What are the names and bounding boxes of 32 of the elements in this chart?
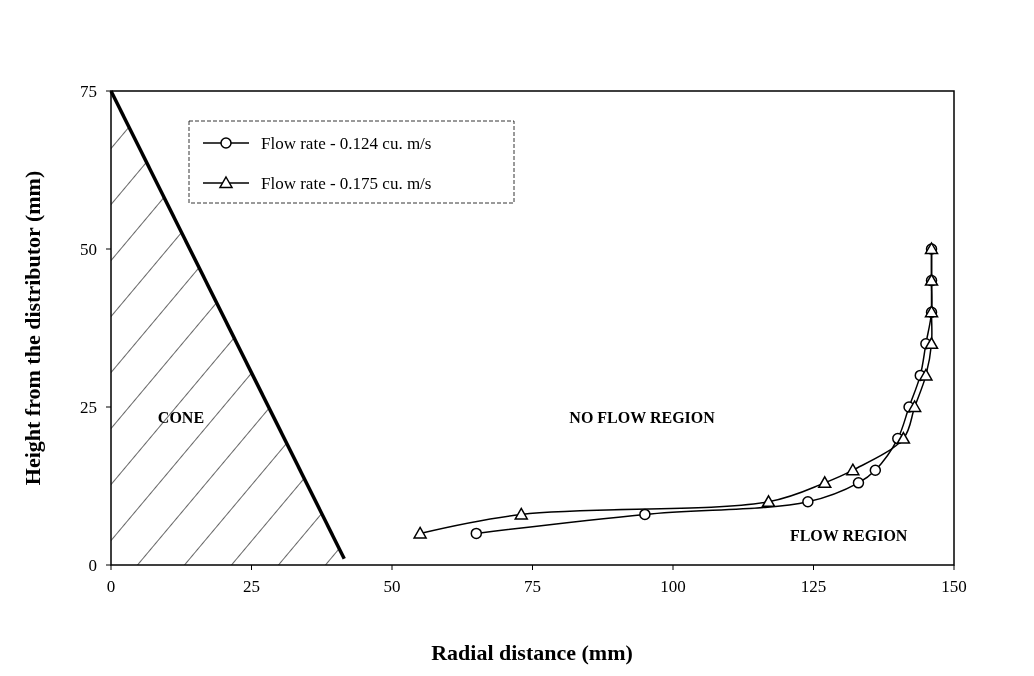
x-tick-label: 25 — [243, 577, 260, 596]
y-tick-label: 75 — [80, 82, 97, 101]
x-tick-label: 125 — [800, 577, 827, 596]
y-tick-label: 25 — [80, 398, 97, 417]
point — [639, 508, 651, 521]
x-tick-label: 50 — [383, 577, 401, 596]
point — [514, 507, 529, 520]
point — [761, 495, 776, 508]
point — [817, 476, 832, 489]
point — [896, 431, 911, 444]
y-tick-label: 50 — [80, 240, 97, 259]
point — [470, 527, 483, 540]
point — [413, 526, 427, 539]
point — [907, 400, 922, 413]
point — [852, 477, 865, 489]
annotation: NO FLOW REGION — [569, 408, 716, 426]
x-tick-label: 150 — [941, 577, 967, 596]
annotation: FLOW REGION — [789, 527, 908, 545]
x-tick-label: 75 — [524, 577, 541, 596]
point — [802, 496, 814, 508]
point — [846, 463, 860, 476]
x-tick-label: 100 — [660, 577, 686, 596]
y-tick-label: 0 — [88, 556, 97, 575]
x-axis-title: Radial distance (mm) — [431, 640, 633, 665]
y-axis-title: Height from the distributor (mm) — [20, 170, 45, 486]
point — [919, 368, 933, 381]
annotation: CONE — [157, 408, 205, 426]
legend-label: Flow rate - 0.175 cu. m/s — [261, 174, 432, 193]
point — [869, 464, 882, 476]
point — [924, 337, 939, 350]
x-tick-label: 0 — [106, 577, 116, 596]
legend-label: Flow rate - 0.124 cu. m/s — [261, 134, 432, 153]
